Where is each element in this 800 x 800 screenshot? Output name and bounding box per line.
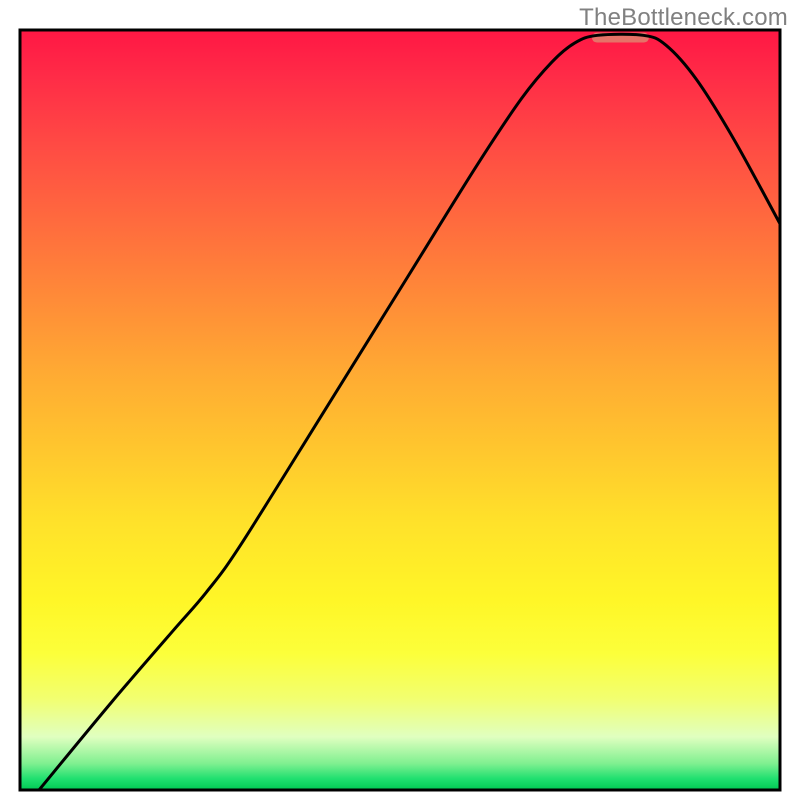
bottleneck-chart: TheBottleneck.com <box>0 0 800 800</box>
chart-svg <box>0 0 800 800</box>
watermark-text: TheBottleneck.com <box>579 4 788 32</box>
